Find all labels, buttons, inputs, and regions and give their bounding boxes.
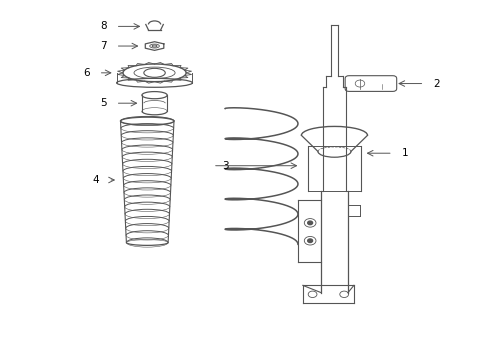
Text: 1: 1 (401, 148, 407, 158)
Text: 4: 4 (93, 175, 100, 185)
Text: 7: 7 (100, 41, 106, 51)
Text: 3: 3 (221, 161, 228, 171)
Circle shape (307, 221, 312, 225)
Circle shape (307, 239, 312, 243)
Text: 2: 2 (432, 78, 439, 89)
Text: 6: 6 (83, 68, 90, 78)
Text: 5: 5 (100, 98, 106, 108)
Text: 8: 8 (100, 21, 106, 31)
